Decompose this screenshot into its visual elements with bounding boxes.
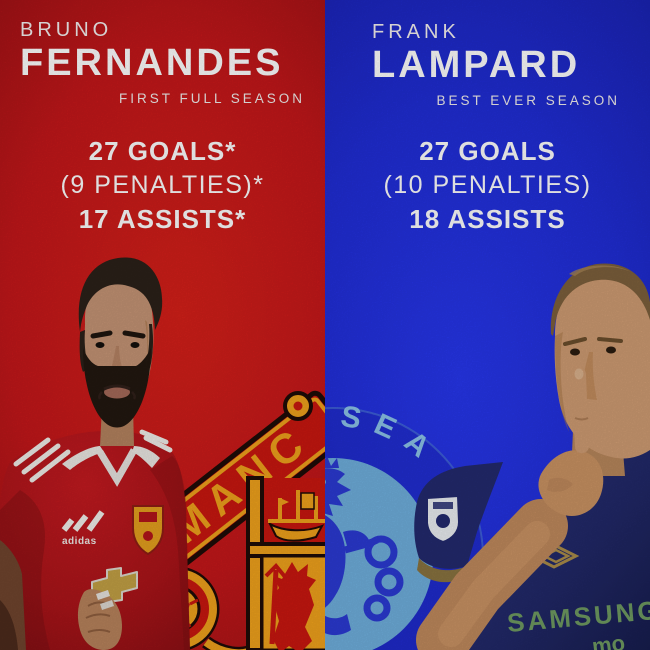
left-goals-stat: 27 GOALS* xyxy=(88,136,237,166)
right-player-first-name: FRANK xyxy=(372,21,460,43)
left-header: BRUNO FERNANDES FIRST FULL SEASON xyxy=(20,19,305,106)
right-stats: 27 GOALS (10 PENALTIES) 18 ASSISTS xyxy=(325,134,650,236)
left-assists-stat: 17 ASSISTS* xyxy=(78,204,247,234)
bruno-face xyxy=(78,257,163,428)
frank-lampard-photo: SAMSUNG mo xyxy=(414,263,650,650)
left-player-last-name: FERNANDES xyxy=(20,42,284,84)
right-assists-stat: 18 ASSISTS xyxy=(409,204,566,234)
left-stats: 27 GOALS* (9 PENALTIES)* 17 ASSISTS* xyxy=(0,134,325,236)
bruno-fernandes-photo: adidas xyxy=(0,257,190,650)
left-penalties-stat: (9 PENALTIES)* xyxy=(60,171,265,199)
left-panel: BRUNO FERNANDES FIRST FULL SEASON 27 GOA… xyxy=(0,0,325,650)
right-season-label: BEST EVER SEASON xyxy=(436,92,620,108)
right-player-last-name: LAMPARD xyxy=(372,44,581,86)
right-goals-stat: 27 GOALS xyxy=(419,136,556,166)
right-panel: FRANK LAMPARD BEST EVER SEASON 27 GOALS … xyxy=(325,0,650,650)
right-header: FRANK LAMPARD BEST EVER SEASON xyxy=(372,21,620,108)
premier-league-patch xyxy=(426,494,461,544)
left-season-label: FIRST FULL SEASON xyxy=(118,90,305,106)
left-player-first-name: BRUNO xyxy=(20,19,113,41)
right-penalties-stat: (10 PENALTIES) xyxy=(383,171,592,199)
adidas-wordmark: adidas xyxy=(62,536,97,547)
lampard-face xyxy=(550,263,650,459)
shirt-sponsor-line2: mo xyxy=(591,630,627,650)
